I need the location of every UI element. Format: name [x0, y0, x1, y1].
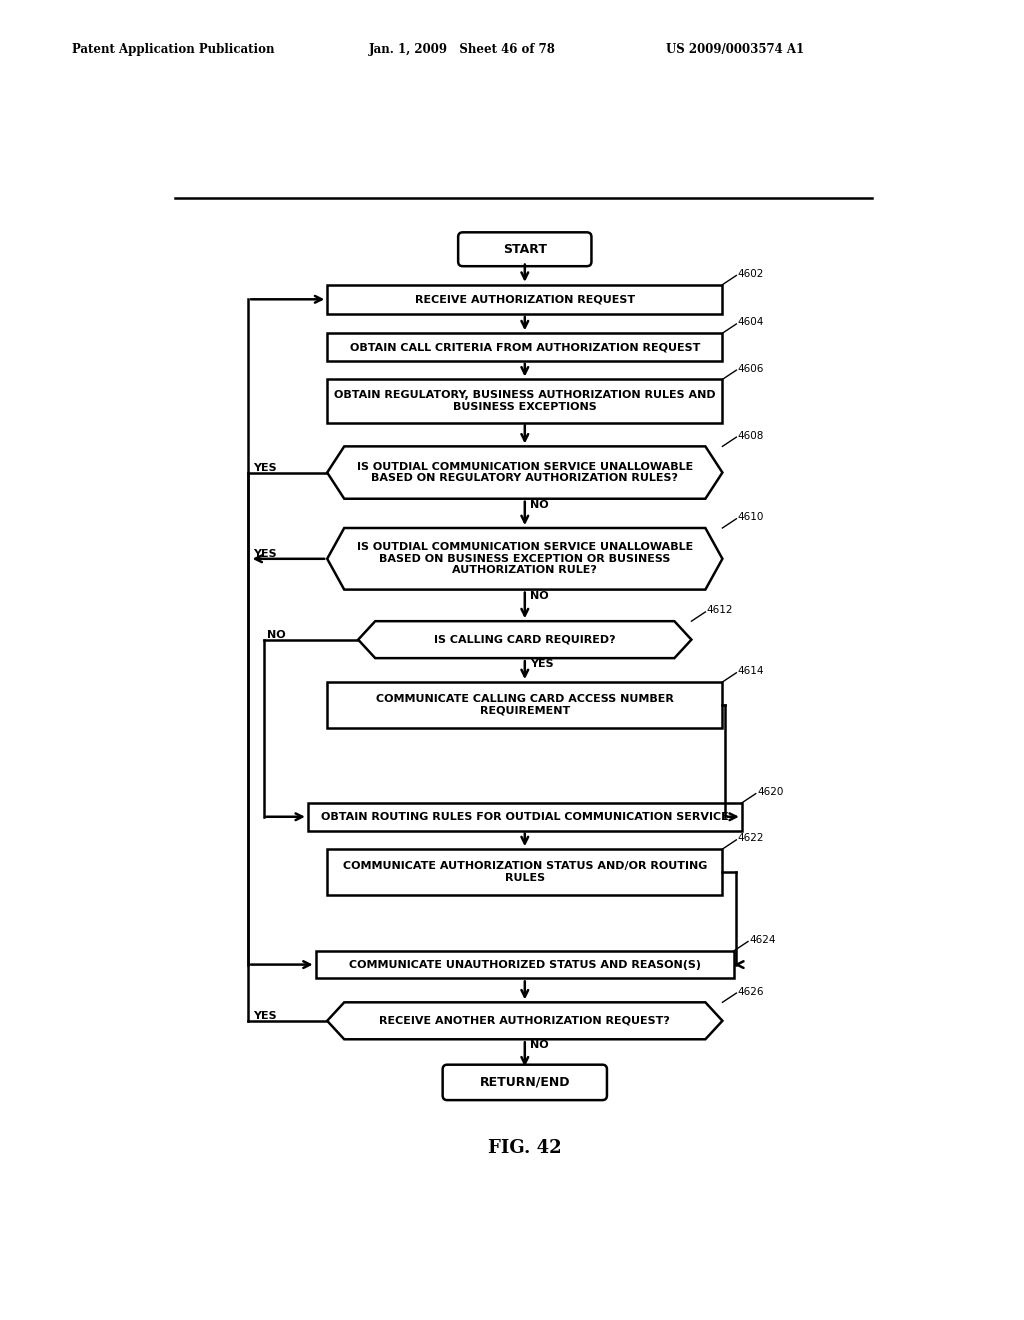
Text: START: START	[503, 243, 547, 256]
Polygon shape	[328, 446, 722, 499]
Text: IS OUTDIAL COMMUNICATION SERVICE UNALLOWABLE
BASED ON BUSINESS EXCEPTION OR BUSI: IS OUTDIAL COMMUNICATION SERVICE UNALLOW…	[356, 543, 693, 576]
Text: OBTAIN ROUTING RULES FOR OUTDIAL COMMUNICATION SERVICE: OBTAIN ROUTING RULES FOR OUTDIAL COMMUNI…	[321, 812, 729, 822]
Bar	[308, 803, 741, 830]
Text: COMMUNICATE CALLING CARD ACCESS NUMBER
REQUIREMENT: COMMUNICATE CALLING CARD ACCESS NUMBER R…	[376, 694, 674, 715]
Text: OBTAIN REGULATORY, BUSINESS AUTHORIZATION RULES AND
BUSINESS EXCEPTIONS: OBTAIN REGULATORY, BUSINESS AUTHORIZATIO…	[334, 391, 716, 412]
Text: US 2009/0003574 A1: US 2009/0003574 A1	[666, 42, 804, 55]
Text: NO: NO	[267, 630, 286, 640]
FancyBboxPatch shape	[442, 1065, 607, 1100]
Polygon shape	[328, 1002, 722, 1039]
Bar	[328, 285, 722, 314]
Text: COMMUNICATE UNAUTHORIZED STATUS AND REASON(S): COMMUNICATE UNAUTHORIZED STATUS AND REAS…	[349, 960, 700, 970]
Bar	[328, 849, 722, 895]
Text: 4626: 4626	[738, 986, 765, 997]
Text: IS OUTDIAL COMMUNICATION SERVICE UNALLOWABLE
BASED ON REGULATORY AUTHORIZATION R: IS OUTDIAL COMMUNICATION SERVICE UNALLOW…	[356, 462, 693, 483]
Text: 4614: 4614	[738, 667, 765, 676]
Text: FIG. 42: FIG. 42	[488, 1139, 561, 1156]
Text: IS CALLING CARD REQUIRED?: IS CALLING CARD REQUIRED?	[434, 635, 615, 644]
Text: YES: YES	[253, 463, 276, 473]
Text: YES: YES	[253, 1011, 276, 1022]
Text: YES: YES	[530, 659, 554, 669]
Polygon shape	[328, 528, 722, 590]
Bar	[328, 682, 722, 729]
Text: OBTAIN CALL CRITERIA FROM AUTHORIZATION REQUEST: OBTAIN CALL CRITERIA FROM AUTHORIZATION …	[349, 342, 700, 352]
FancyBboxPatch shape	[458, 232, 592, 267]
Text: 4624: 4624	[750, 935, 776, 945]
Text: NO: NO	[530, 1040, 549, 1051]
Text: 4622: 4622	[738, 833, 765, 843]
Text: Patent Application Publication: Patent Application Publication	[72, 42, 274, 55]
Text: 4608: 4608	[738, 430, 764, 441]
Bar	[328, 379, 722, 422]
Text: 4606: 4606	[738, 363, 764, 374]
Bar	[328, 333, 722, 360]
Text: RECEIVE ANOTHER AUTHORIZATION REQUEST?: RECEIVE ANOTHER AUTHORIZATION REQUEST?	[379, 1016, 671, 1026]
Text: RETURN/END: RETURN/END	[479, 1076, 570, 1089]
Text: Jan. 1, 2009   Sheet 46 of 78: Jan. 1, 2009 Sheet 46 of 78	[369, 42, 555, 55]
Text: YES: YES	[253, 549, 276, 560]
Text: NO: NO	[530, 591, 549, 601]
Text: 4620: 4620	[758, 787, 783, 797]
Text: COMMUNICATE AUTHORIZATION STATUS AND/OR ROUTING
RULES: COMMUNICATE AUTHORIZATION STATUS AND/OR …	[343, 862, 707, 883]
Text: 4610: 4610	[738, 512, 764, 523]
Polygon shape	[358, 622, 691, 659]
Text: 4612: 4612	[707, 606, 733, 615]
Text: 4602: 4602	[738, 269, 764, 279]
Text: RECEIVE AUTHORIZATION REQUEST: RECEIVE AUTHORIZATION REQUEST	[415, 294, 635, 305]
Bar	[315, 950, 734, 978]
Text: NO: NO	[530, 500, 549, 510]
Text: 4604: 4604	[738, 317, 764, 327]
